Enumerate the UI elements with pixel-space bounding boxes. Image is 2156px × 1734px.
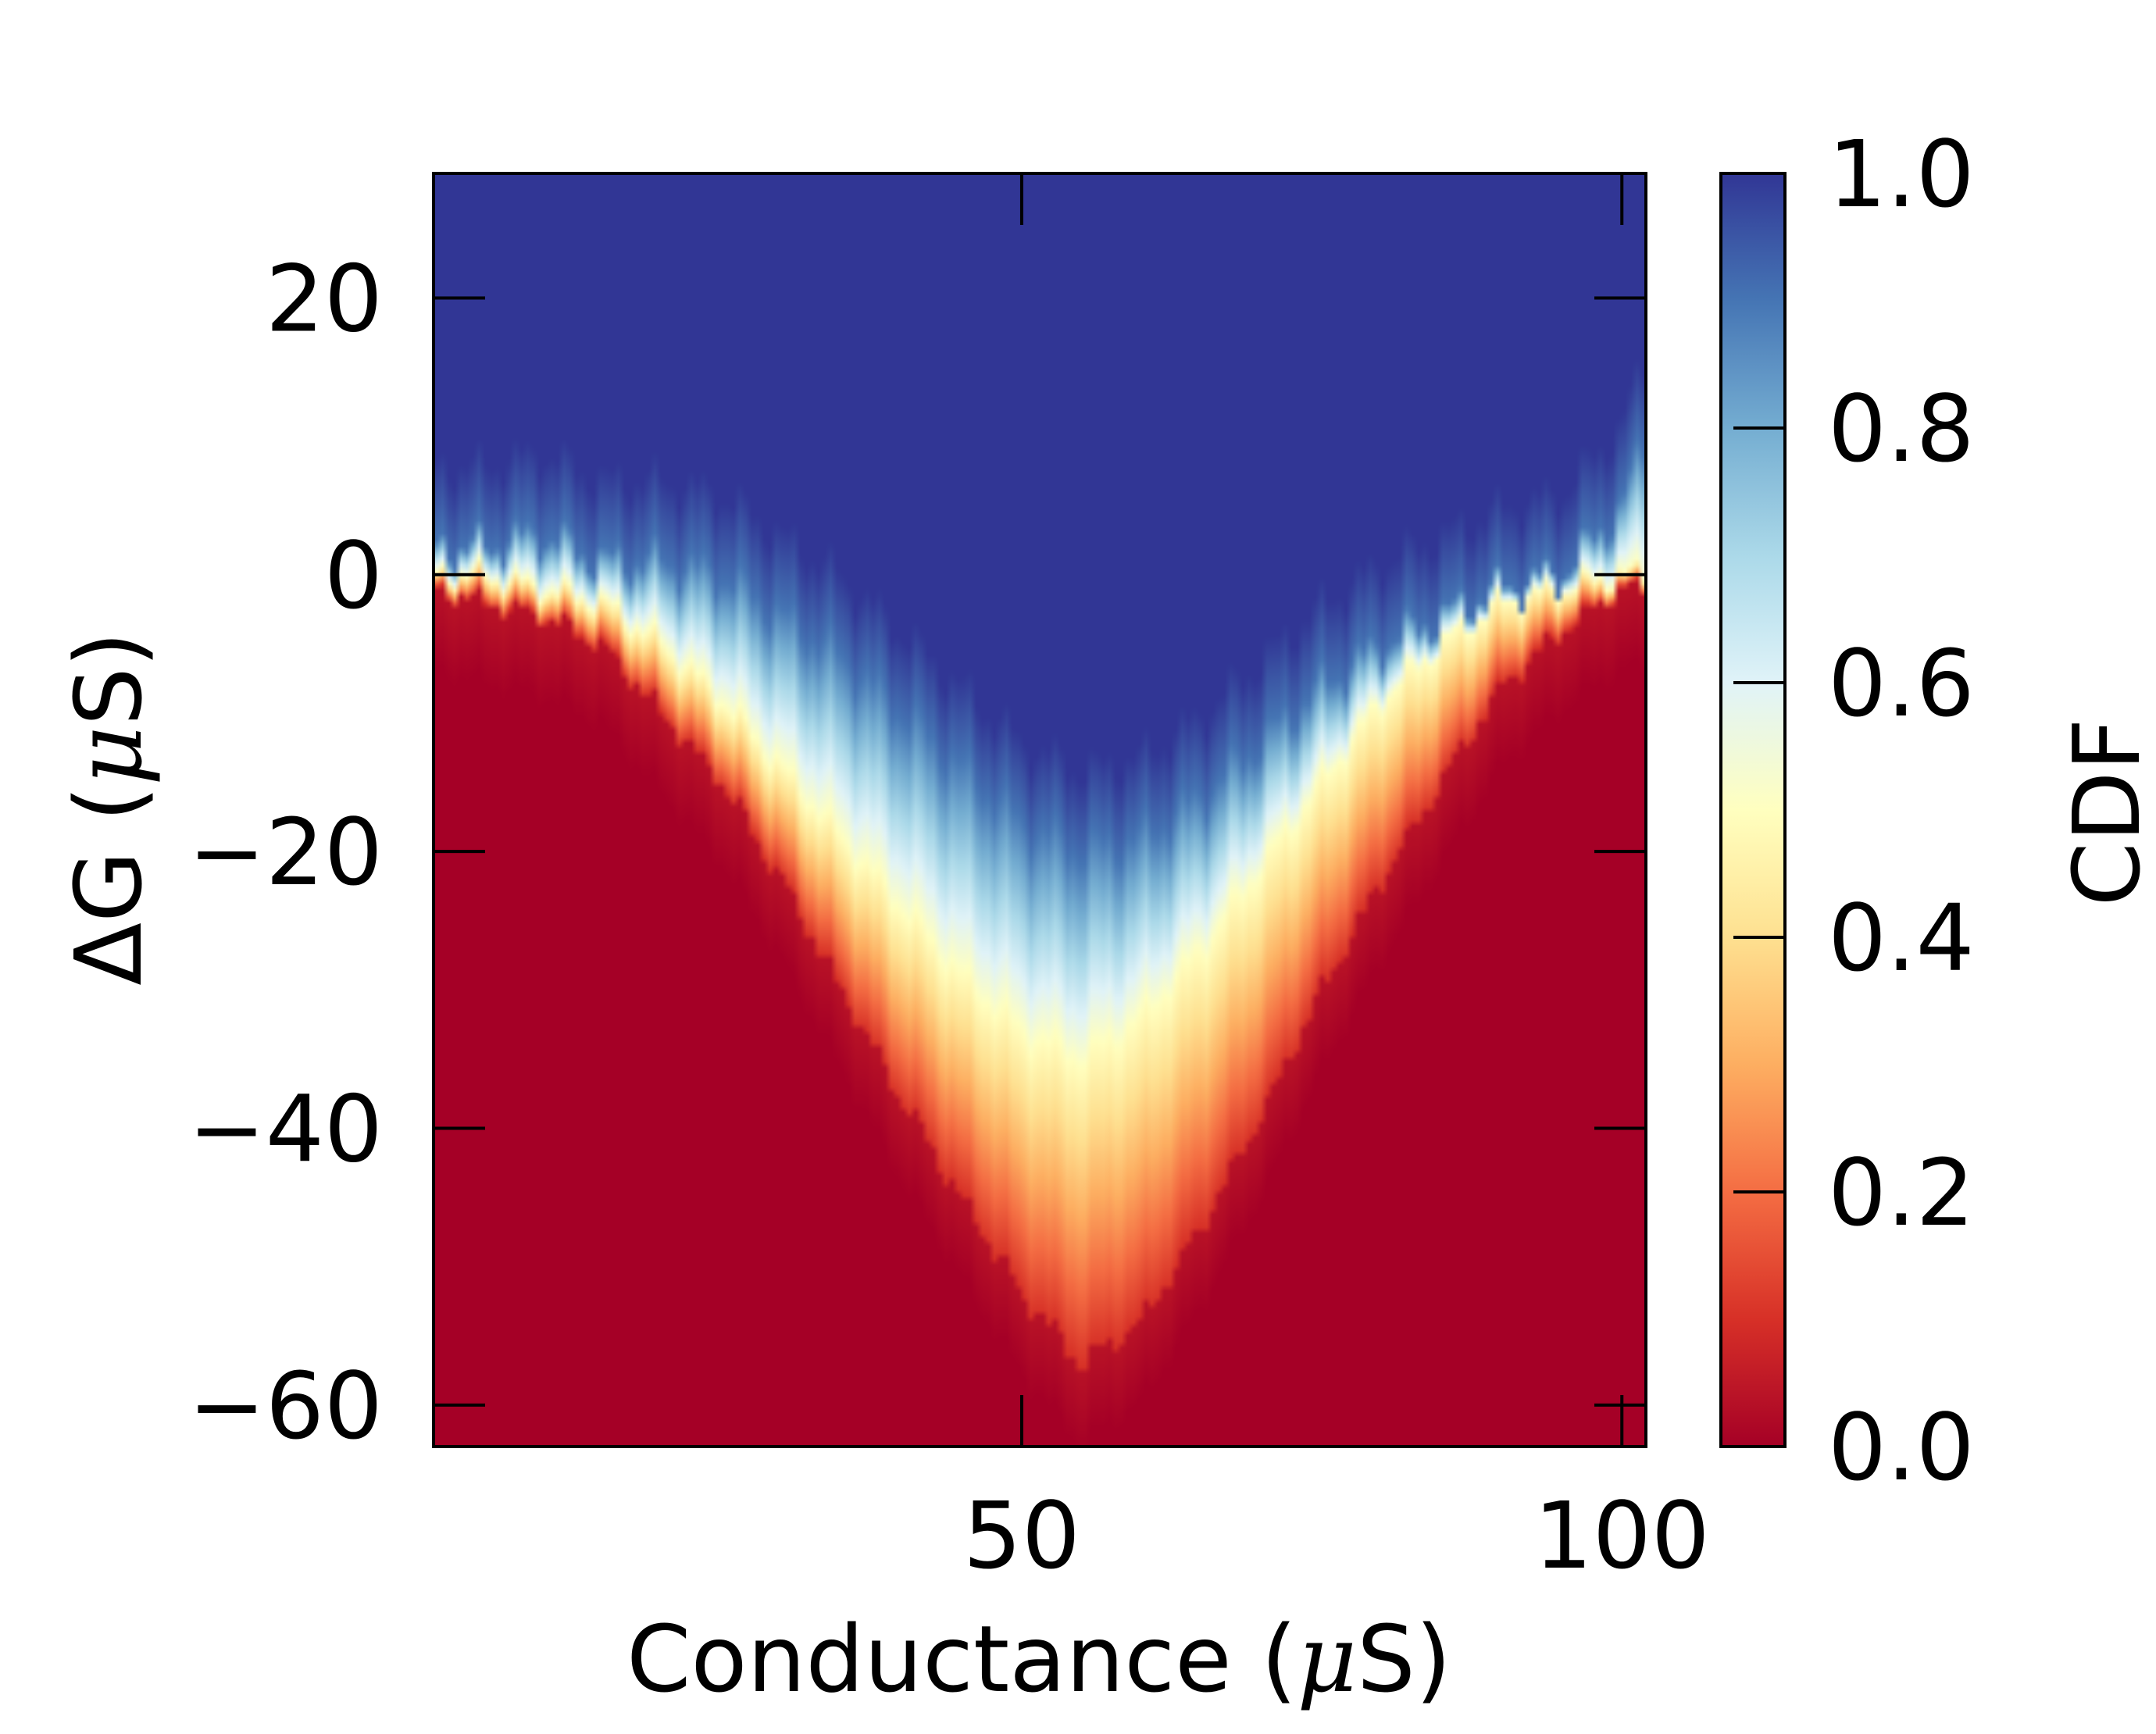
y-tick-label: 20 [266,244,383,352]
heatmap [434,173,1646,1447]
x-axis-label: Conductance (μS) [626,1605,1451,1713]
colorbar-label: CDF [2053,718,2156,906]
colorbar-tick-label: 0.8 [1828,375,1975,483]
plot-frame [432,172,1647,1448]
colorbar-ticks: 0.0 0.2 0.4 0.6 0.8 1.0 [1733,120,1975,1501]
x-tick-label: 100 [1534,1482,1710,1590]
y-axis-ticks: 20 0 −20 −40 −60 [188,244,1646,1460]
colorbar-tick-label: 0.2 [1828,1139,1975,1247]
colorbar-tick-label: 1.0 [1828,120,1975,228]
colorbar-tick-label: 0.6 [1828,630,1975,737]
x-tick-label: 50 [963,1482,1080,1590]
y-axis-label: ΔG (μS) [55,631,162,985]
y-tick-label: −20 [188,798,383,906]
colorbar-tick-label: 0.4 [1828,884,1975,992]
colorbar-tick-label: 0.0 [1828,1393,1975,1501]
y-tick-label: −60 [188,1352,383,1460]
y-tick-label: −40 [188,1076,383,1183]
y-tick-label: 0 [324,522,383,630]
colorbar-scale [1719,172,1787,1448]
x-axis-ticks: 50 100 [963,173,1710,1590]
heatmap-image [434,173,1646,1447]
colorbar: 0.0 0.2 0.4 0.6 0.8 1.0 CDF [1719,120,2156,1501]
